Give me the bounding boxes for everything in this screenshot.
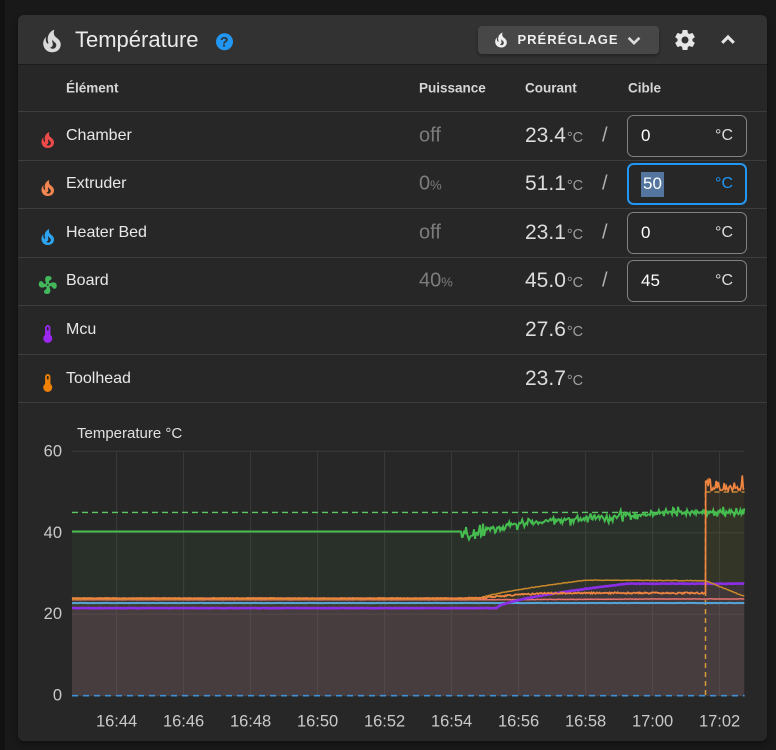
- svg-text:16:48: 16:48: [230, 713, 271, 731]
- svg-text:16:54: 16:54: [431, 713, 472, 731]
- svg-text:40: 40: [44, 524, 62, 542]
- svg-text:17:02: 17:02: [699, 713, 740, 731]
- svg-text:16:58: 16:58: [565, 713, 606, 731]
- svg-text:16:46: 16:46: [163, 713, 204, 731]
- svg-text:16:52: 16:52: [364, 713, 405, 731]
- svg-text:0: 0: [53, 687, 62, 705]
- svg-text:60: 60: [44, 442, 62, 460]
- svg-text:16:44: 16:44: [96, 713, 137, 731]
- svg-text:16:56: 16:56: [498, 713, 539, 731]
- svg-text:16:50: 16:50: [297, 713, 338, 731]
- svg-text:17:00: 17:00: [632, 713, 673, 731]
- svg-text:Temperature °C: Temperature °C: [77, 425, 182, 442]
- svg-text:20: 20: [44, 605, 62, 623]
